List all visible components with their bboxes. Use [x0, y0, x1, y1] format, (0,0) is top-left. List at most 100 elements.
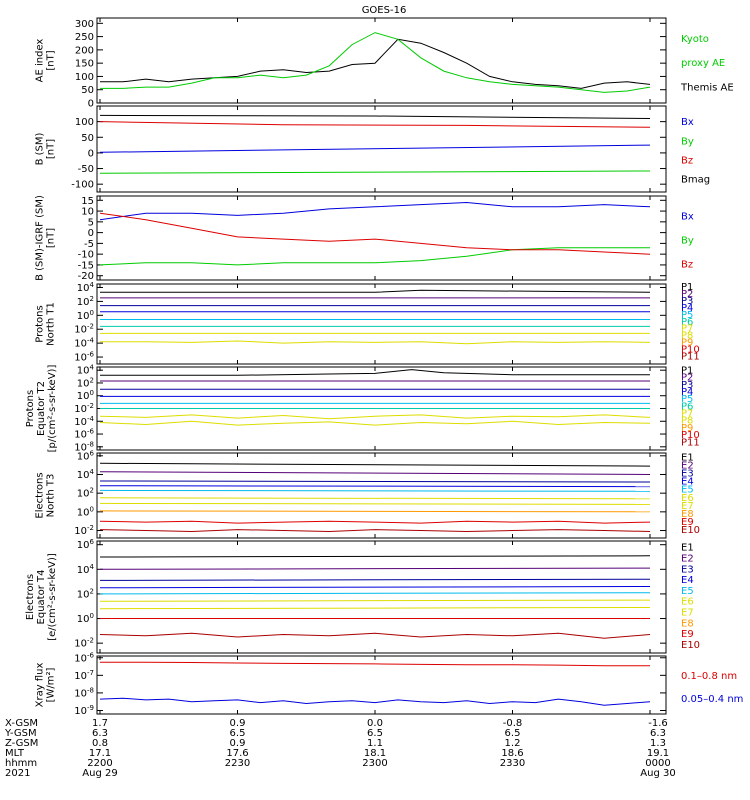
- footer-row-label: Y-GSM: [4, 728, 37, 739]
- panel-frame: [96, 17, 667, 104]
- legend-entry: E7: [681, 608, 694, 619]
- y-tick-label: 10-4: [74, 415, 94, 428]
- y-axis-label: Protons: [35, 305, 46, 342]
- footer-value: 1.2: [505, 738, 521, 749]
- y-tick-exponent: 2: [90, 587, 94, 595]
- y-axis-label: [nT]: [46, 50, 57, 70]
- y-tick-label: 102: [77, 376, 94, 389]
- y-tick-label: 100: [77, 309, 94, 322]
- series-line-by: [99, 170, 651, 174]
- y-tick-label: 5: [88, 217, 94, 228]
- legend-entry: E8: [681, 618, 694, 629]
- footer-value: 6.5: [505, 728, 521, 739]
- legend-entry: P1: [681, 282, 693, 293]
- legend-entry: E10: [681, 525, 700, 536]
- series-line-p7: [99, 414, 651, 420]
- footer-row-label: hhmm: [5, 758, 37, 769]
- y-tick-exponent: -9: [87, 704, 94, 712]
- legend-entry: P7: [681, 324, 693, 335]
- footer-value: 2230: [225, 758, 250, 769]
- y-tick-label: 0: [88, 148, 94, 159]
- y-axis-label: B (SM): [35, 132, 46, 165]
- panel-1: 0 50 100 150 200 250 300 AE index [nT] Kyoto proxy…: [35, 17, 734, 110]
- footer-value: 2300: [362, 758, 387, 769]
- y-tick-label: -100: [71, 180, 94, 191]
- y-tick-exponent: 0: [90, 389, 94, 397]
- y-tick-exponent: 0: [90, 505, 94, 513]
- legend-entry: Bmag: [681, 175, 710, 186]
- y-axis-label: [e/(cm²-s-sr-keV)]: [47, 553, 58, 641]
- y-tick-exponent: -2: [87, 323, 94, 331]
- series-line-e9: [99, 632, 651, 639]
- y-tick-label: 10-6: [74, 651, 94, 664]
- legend-entry: P5: [681, 394, 693, 405]
- footer-value: 6.3: [92, 728, 108, 739]
- y-tick-label: 10-2: [74, 637, 94, 650]
- series-line-kyoto-proxy-ae: [100, 32, 651, 93]
- y-tick-label: 104: [77, 364, 95, 377]
- footer-value: 18.1: [364, 748, 386, 759]
- y-tick-label: 10-2: [74, 402, 94, 415]
- y-tick-label: -15: [78, 260, 94, 271]
- series-line-e10: [99, 529, 651, 533]
- series-line-e3: [99, 480, 651, 483]
- footer-value: 6.5: [367, 728, 383, 739]
- y-axis-label: Protons: [25, 390, 36, 427]
- y-tick-label: 100: [77, 389, 94, 402]
- legend-entry: P8: [681, 331, 693, 342]
- panel-frame: [96, 283, 667, 365]
- footer-value: 17.6: [226, 748, 248, 759]
- footer-value: 0000: [645, 758, 670, 769]
- legend-entry: proxy AE: [681, 58, 725, 69]
- footer-value: -0.8: [503, 718, 523, 729]
- legend-entry: P4: [681, 303, 693, 314]
- legend-entry: P6: [681, 317, 693, 328]
- series-line-p8: [100, 340, 651, 345]
- y-tick-exponent: -2: [87, 524, 94, 532]
- y-tick-label: -50: [78, 164, 94, 175]
- y-tick-label: -10: [78, 250, 94, 261]
- y-tick-exponent: 0: [90, 309, 94, 317]
- y-tick-exponent: 6: [90, 449, 95, 457]
- panel-frame: [96, 105, 667, 193]
- figure-title: GOES-16: [362, 5, 407, 16]
- series-line-e1: [99, 555, 651, 558]
- footer-value: 2330: [500, 758, 525, 769]
- y-tick-exponent: -2: [87, 402, 94, 410]
- series-line-e2: [99, 567, 651, 570]
- y-tick-label: 100: [75, 72, 94, 83]
- series-line-e4: [99, 485, 651, 488]
- legend-entry: E9: [681, 517, 694, 528]
- footer-value: 0.9: [230, 718, 246, 729]
- series-line-e6: [99, 599, 651, 602]
- series-line-by: [99, 247, 650, 266]
- y-tick-label: 104: [77, 563, 95, 576]
- series-line-e5: [99, 489, 651, 492]
- legend-entry: By: [681, 136, 694, 147]
- y-tick-label: 150: [75, 59, 94, 70]
- y-tick-exponent: 2: [90, 487, 94, 495]
- series-line-e3: [99, 578, 651, 581]
- legend-entry: By: [681, 236, 694, 247]
- y-tick-exponent: 2: [90, 295, 94, 303]
- legend-entry: E1: [681, 452, 694, 463]
- legend-entry: P10: [681, 430, 700, 441]
- y-tick-exponent: 4: [90, 281, 95, 289]
- y-axis-label: North T1: [46, 302, 57, 346]
- footer-row-label: 2021: [5, 768, 30, 779]
- legend-entry: P4: [681, 387, 693, 398]
- y-axis-label: [p/(cm²-s-sr-keV)]: [47, 365, 58, 453]
- legend-entry: E2: [681, 460, 694, 471]
- y-tick-label: 102: [77, 295, 94, 308]
- legend-entry: E8: [681, 509, 694, 520]
- legend-entry: P5: [681, 310, 693, 321]
- footer-value: 1.3: [650, 738, 666, 749]
- footer-value: 6.3: [650, 728, 666, 739]
- y-axis-label: Xray flux: [35, 663, 46, 708]
- y-tick-exponent: -6: [87, 428, 95, 436]
- series-line-e6: [99, 497, 651, 500]
- series-line-bx: [99, 201, 651, 221]
